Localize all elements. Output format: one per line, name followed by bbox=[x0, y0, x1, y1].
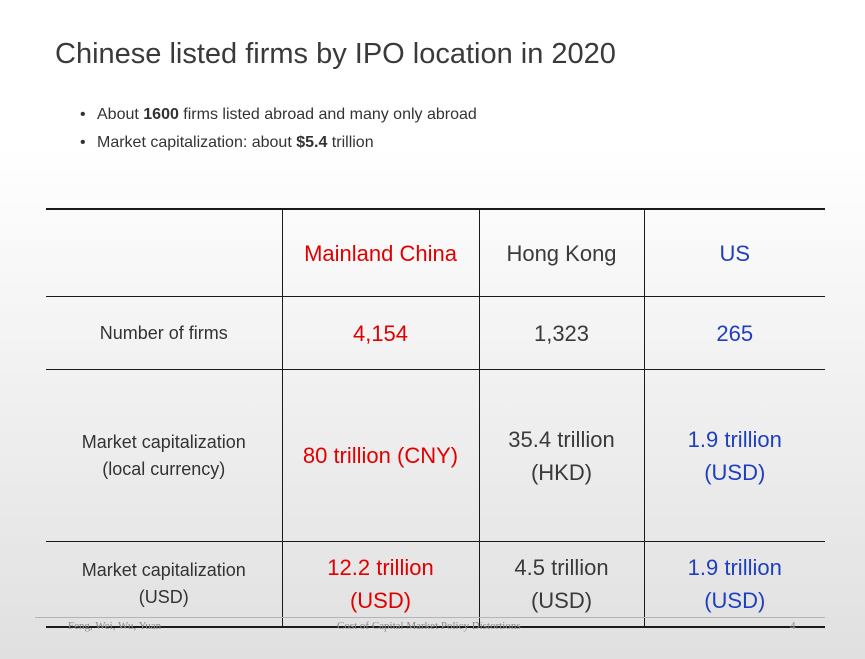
header-cell-us: US bbox=[643, 208, 825, 297]
header-cell-hong-kong: Hong Kong bbox=[478, 208, 644, 297]
row-label-market-cap-usd: Market capitalization (USD) bbox=[46, 541, 282, 628]
header-cell-empty bbox=[46, 208, 282, 297]
footer-authors: Feng, Wei, Wu, Yuan bbox=[68, 620, 162, 632]
cell-line: 1.9 trillion bbox=[687, 555, 782, 580]
bullet-text: About bbox=[97, 106, 144, 123]
cell-line: (USD) bbox=[704, 588, 766, 613]
cell-us-firms: 265 bbox=[643, 296, 825, 370]
cell-mainland-mcap-local: 80 trillion (CNY) bbox=[281, 369, 479, 542]
table-row: Market capitalization (local currency) 80… bbox=[46, 369, 825, 542]
row-label-line: (local currency) bbox=[102, 458, 226, 479]
bullet-item: Market capitalization: about $5.4 trilli… bbox=[78, 132, 477, 160]
footer-talk-title: Cost of Capital Market Policy Distortion… bbox=[337, 620, 521, 632]
cell-hongkong-mcap-local: 35.4 trillion (HKD) bbox=[478, 369, 644, 542]
footer-page-number: 4 bbox=[790, 620, 796, 632]
cell-hongkong-firms: 1,323 bbox=[478, 296, 644, 370]
bullet-text: trillion bbox=[327, 134, 374, 151]
ipo-location-table: Mainland China Hong Kong US Number of fi… bbox=[46, 208, 825, 628]
cell-mainland-firms: 4,154 bbox=[281, 296, 479, 370]
bullet-list: About 1600 firms listed abroad and many … bbox=[78, 104, 477, 160]
cell-line: (USD) bbox=[530, 588, 593, 613]
bullet-item: About 1600 firms listed abroad and many … bbox=[78, 104, 477, 132]
row-label-line: Market capitalization bbox=[81, 560, 246, 580]
table-header-row: Mainland China Hong Kong US bbox=[46, 208, 825, 297]
cell-mainland-mcap-usd: 12.2 trillion (USD) bbox=[281, 541, 479, 628]
cell-line: 1.9 trillion bbox=[687, 426, 782, 452]
table-row: Number of firms 4,154 1,323 265 bbox=[46, 296, 825, 370]
cell-us-mcap-local: 1.9 trillion (USD) bbox=[643, 369, 825, 542]
header-cell-mainland-china: Mainland China bbox=[281, 208, 479, 297]
cell-line: (USD) bbox=[704, 459, 766, 485]
cell-hongkong-mcap-usd: 4.5 trillion (USD) bbox=[478, 541, 644, 628]
cell-line: 4.5 trillion bbox=[514, 555, 609, 580]
row-label-line: (USD) bbox=[138, 587, 189, 607]
bullet-text: firms listed abroad and many only abroad bbox=[178, 106, 477, 123]
table-row: Market capitalization (USD) 12.2 trillion… bbox=[46, 541, 825, 628]
row-label-market-cap-local: Market capitalization (local currency) bbox=[46, 369, 282, 542]
cell-line: (USD) bbox=[349, 588, 412, 613]
slide-title: Chinese listed firms by IPO location in … bbox=[55, 38, 616, 70]
cell-us-mcap-usd: 1.9 trillion (USD) bbox=[643, 541, 825, 628]
bullet-bold-text: 1600 bbox=[143, 106, 179, 123]
cell-line: (HKD) bbox=[530, 459, 593, 485]
cell-line: 80 trillion (CNY) bbox=[302, 443, 459, 468]
row-label-number-of-firms: Number of firms bbox=[46, 296, 282, 370]
footer-divider bbox=[35, 617, 825, 618]
bullet-bold-text: $5.4 bbox=[296, 134, 328, 151]
cell-line: 12.2 trillion bbox=[327, 555, 434, 580]
row-label-line: Market capitalization bbox=[81, 431, 246, 452]
bullet-text: Market capitalization: about bbox=[97, 134, 297, 151]
cell-line: 35.4 trillion bbox=[508, 426, 615, 452]
